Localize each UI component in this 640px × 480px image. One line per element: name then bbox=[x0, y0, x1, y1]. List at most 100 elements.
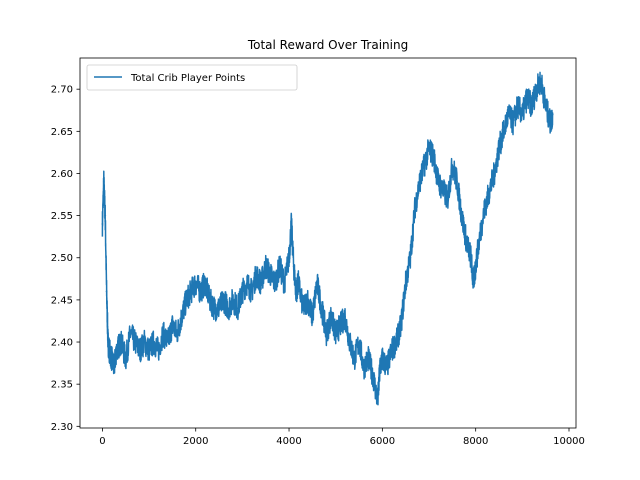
data-point bbox=[297, 282, 300, 284]
data-point bbox=[166, 341, 169, 343]
x-tick-label: 6000 bbox=[370, 436, 395, 447]
data-point bbox=[246, 282, 248, 284]
y-tick-label: 2.35 bbox=[51, 380, 73, 391]
data-point bbox=[551, 113, 554, 116]
data-point bbox=[367, 357, 370, 360]
data-point bbox=[344, 315, 346, 318]
data-point bbox=[526, 96, 528, 99]
data-point bbox=[288, 256, 290, 259]
data-point bbox=[227, 307, 230, 310]
data-point bbox=[437, 181, 440, 183]
data-point bbox=[484, 206, 486, 209]
data-point bbox=[404, 282, 407, 284]
data-point bbox=[213, 307, 216, 310]
plot-area bbox=[80, 58, 576, 428]
data-point bbox=[260, 282, 262, 284]
data-point bbox=[204, 282, 206, 284]
data-point bbox=[148, 349, 150, 352]
y-tick-label: 2.50 bbox=[51, 253, 73, 264]
data-point bbox=[176, 332, 178, 335]
data-point bbox=[105, 290, 108, 293]
data-point bbox=[283, 282, 286, 284]
data-point bbox=[432, 155, 435, 158]
data-point bbox=[290, 223, 293, 225]
data-point bbox=[113, 366, 115, 369]
data-point bbox=[379, 366, 381, 369]
x-tick-label: 8000 bbox=[463, 436, 488, 447]
data-point bbox=[358, 341, 360, 343]
data-point bbox=[516, 105, 519, 107]
data-point bbox=[152, 341, 155, 343]
y-tick-label: 2.65 bbox=[51, 127, 73, 138]
data-point bbox=[339, 324, 342, 327]
data-point bbox=[418, 181, 421, 183]
data-point bbox=[306, 298, 309, 301]
data-point bbox=[120, 341, 122, 343]
data-point bbox=[535, 88, 538, 91]
data-point bbox=[353, 357, 356, 360]
x-tick-label: 10000 bbox=[553, 436, 585, 447]
data-point bbox=[451, 164, 454, 166]
data-point bbox=[409, 256, 412, 259]
data-point bbox=[274, 282, 276, 284]
data-point bbox=[544, 105, 547, 107]
data-point bbox=[400, 324, 402, 327]
data-point bbox=[185, 298, 188, 301]
data-point bbox=[390, 349, 393, 352]
data-point bbox=[493, 172, 496, 175]
data-point bbox=[512, 122, 514, 124]
data-point bbox=[138, 349, 141, 352]
data-point bbox=[479, 231, 482, 234]
data-point bbox=[180, 315, 183, 318]
y-tick-label: 2.55 bbox=[51, 211, 73, 222]
data-point bbox=[199, 290, 202, 293]
x-tick-label: 0 bbox=[99, 436, 105, 447]
y-tick-label: 2.45 bbox=[51, 295, 73, 306]
data-point bbox=[530, 105, 533, 107]
data-point bbox=[348, 341, 351, 343]
data-point bbox=[143, 341, 146, 343]
data-point bbox=[325, 332, 328, 335]
data-point bbox=[101, 223, 104, 225]
y-tick-label: 2.60 bbox=[51, 169, 73, 180]
data-point bbox=[241, 290, 244, 293]
data-point bbox=[269, 273, 272, 276]
plot-frame bbox=[79, 57, 577, 429]
data-point bbox=[222, 298, 225, 301]
data-point bbox=[292, 265, 295, 268]
y-tick-label: 2.40 bbox=[51, 338, 73, 349]
data-point bbox=[376, 400, 379, 402]
data-point bbox=[460, 214, 463, 217]
data-point bbox=[470, 256, 472, 259]
data-point bbox=[372, 374, 374, 377]
data-point bbox=[414, 206, 416, 209]
data-point bbox=[250, 290, 253, 293]
data-point bbox=[474, 265, 477, 268]
x-tick-label: 2000 bbox=[183, 436, 208, 447]
data-point bbox=[502, 130, 505, 133]
chart-title: Total Reward Over Training bbox=[247, 38, 408, 52]
legend: Total Crib Player Points bbox=[86, 64, 298, 91]
data-point bbox=[171, 324, 174, 327]
data-point bbox=[115, 349, 118, 352]
data-point bbox=[208, 298, 211, 301]
data-point bbox=[104, 214, 107, 217]
data-point bbox=[316, 282, 318, 284]
data-point bbox=[102, 181, 105, 183]
data-point bbox=[456, 181, 458, 183]
data-point bbox=[236, 307, 239, 310]
data-point bbox=[423, 164, 426, 166]
data-point bbox=[472, 282, 475, 284]
data-point bbox=[428, 147, 430, 150]
data-point bbox=[311, 315, 314, 318]
y-tick-label: 2.30 bbox=[51, 422, 73, 433]
data-point bbox=[334, 332, 337, 335]
data-point bbox=[194, 282, 197, 284]
data-point bbox=[498, 147, 500, 150]
legend-box bbox=[86, 64, 298, 91]
data-point bbox=[264, 265, 267, 268]
data-point bbox=[320, 307, 323, 310]
data-point bbox=[107, 341, 109, 343]
data-point bbox=[162, 332, 164, 335]
